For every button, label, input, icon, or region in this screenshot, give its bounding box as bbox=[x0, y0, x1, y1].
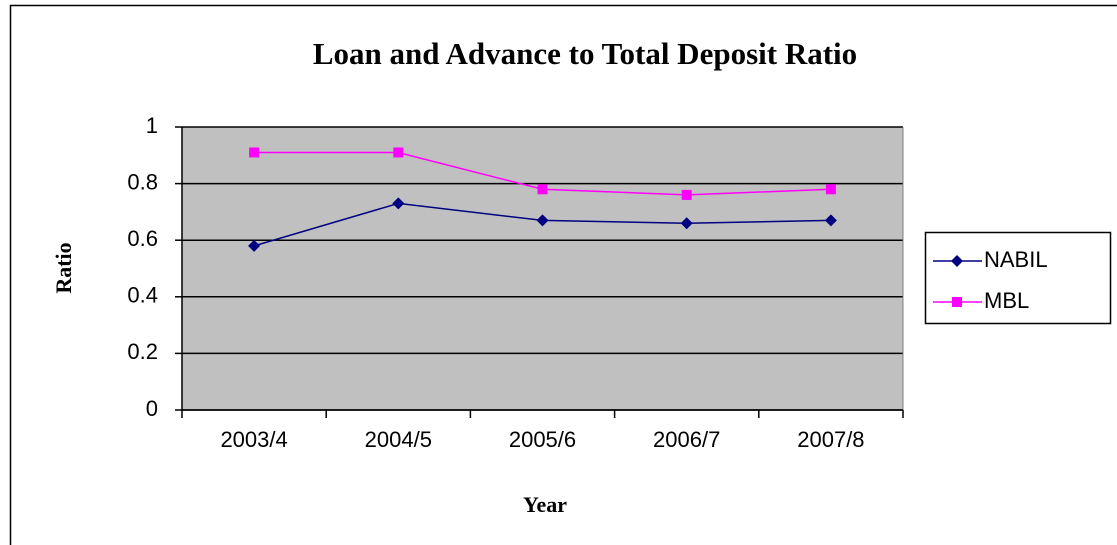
y-tick-label: 1 bbox=[146, 113, 158, 138]
data-point bbox=[392, 197, 405, 210]
y-tick-label: 0.8 bbox=[127, 169, 158, 194]
legend-label: NABIL bbox=[984, 247, 1048, 272]
data-point bbox=[536, 214, 549, 227]
legend-box bbox=[924, 231, 1112, 325]
data-point bbox=[680, 217, 693, 230]
y-axis-label: Ratio bbox=[51, 242, 76, 293]
data-point bbox=[249, 147, 260, 158]
y-tick-label: 0.6 bbox=[127, 226, 158, 251]
data-point bbox=[681, 189, 692, 200]
x-axis-label: Year bbox=[523, 492, 567, 517]
legend-swatch-marker bbox=[951, 255, 963, 267]
data-point bbox=[248, 239, 261, 252]
data-point bbox=[393, 147, 404, 158]
plot-area bbox=[182, 127, 903, 410]
x-tick-label: 2003/4 bbox=[220, 427, 287, 452]
x-tick-label: 2006/7 bbox=[653, 427, 720, 452]
y-tick-label: 0.2 bbox=[127, 339, 158, 364]
legend-label: MBL bbox=[984, 288, 1029, 313]
data-point bbox=[537, 184, 548, 195]
legend-swatch-marker bbox=[952, 297, 962, 307]
chart-title: Loan and Advance to Total Deposit Ratio bbox=[313, 36, 857, 71]
data-point bbox=[825, 184, 836, 195]
y-tick-label: 0 bbox=[146, 396, 158, 421]
x-tick-label: 2004/5 bbox=[365, 427, 432, 452]
x-tick-label: 2007/8 bbox=[797, 427, 864, 452]
data-point bbox=[824, 214, 837, 227]
x-tick-label: 2005/6 bbox=[509, 427, 576, 452]
y-tick-label: 0.4 bbox=[127, 283, 158, 308]
